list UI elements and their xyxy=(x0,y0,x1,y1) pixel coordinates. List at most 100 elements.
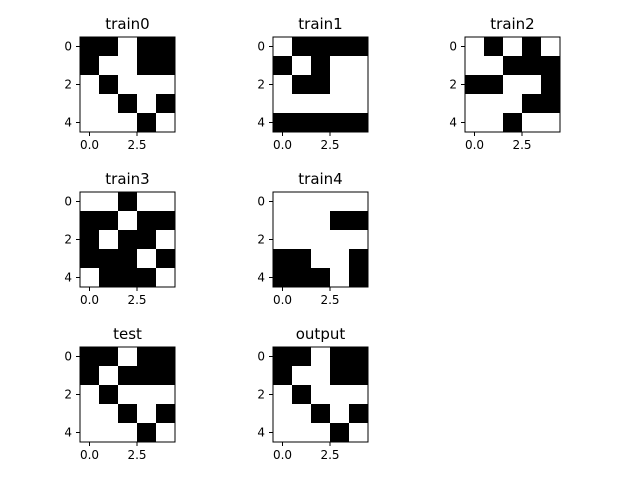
grid-cell xyxy=(137,211,156,230)
x-tick-label: 0.0 xyxy=(273,448,292,462)
y-tick-label: 2 xyxy=(257,388,265,402)
grid-cell xyxy=(156,230,175,249)
grid-cell xyxy=(80,423,99,442)
grid-cell xyxy=(349,385,368,404)
grid-cell xyxy=(156,423,175,442)
grid-cell xyxy=(522,56,541,75)
x-tick-label: 2.5 xyxy=(512,138,531,152)
grid-cell xyxy=(484,113,503,132)
grid-cell xyxy=(99,404,118,423)
grid-cell xyxy=(273,366,292,385)
grid-cell xyxy=(80,385,99,404)
grid-cell xyxy=(118,347,137,366)
grid-cell xyxy=(118,56,137,75)
grid-cell xyxy=(137,192,156,211)
subplot-test: test 0.0 2.5 0 2 4 xyxy=(64,325,176,462)
grid-cell xyxy=(99,37,118,56)
subplot-title: train4 xyxy=(298,170,342,188)
grid-cell xyxy=(99,230,118,249)
grid-cell xyxy=(156,113,175,132)
grid-cell xyxy=(349,366,368,385)
y-tick-label: 0 xyxy=(257,195,265,209)
grid-cell xyxy=(330,113,349,132)
y-tick-label: 2 xyxy=(64,233,72,247)
grid-cell xyxy=(503,75,522,94)
x-tick-label: 2.5 xyxy=(127,448,146,462)
grid-cell xyxy=(137,366,156,385)
grid-cell xyxy=(330,230,349,249)
grid-cell xyxy=(330,423,349,442)
grid-cell xyxy=(484,75,503,94)
grid-cell xyxy=(349,192,368,211)
grid-cell xyxy=(330,94,349,113)
y-tick-label: 0 xyxy=(64,40,72,54)
grid-cell xyxy=(522,113,541,132)
grid-cell xyxy=(292,366,311,385)
grid-cell xyxy=(118,37,137,56)
subplot-train1: train1 0.0 2.5 0 2 4 xyxy=(257,15,369,152)
grid-cell xyxy=(484,94,503,113)
grid-cell xyxy=(311,75,330,94)
grid-cell xyxy=(311,192,330,211)
grid-cell xyxy=(118,230,137,249)
grid-cell xyxy=(118,211,137,230)
grid-cell xyxy=(465,56,484,75)
y-tick-label: 4 xyxy=(257,426,265,440)
grid-cell xyxy=(311,230,330,249)
y-tick-label: 4 xyxy=(257,116,265,130)
grid-cell xyxy=(156,385,175,404)
grid-cell xyxy=(118,268,137,287)
grid-cell xyxy=(118,113,137,132)
grid-cell xyxy=(541,75,560,94)
grid-cell xyxy=(349,94,368,113)
x-tick-label: 0.0 xyxy=(80,293,99,307)
grid-cell xyxy=(137,37,156,56)
x-tick-label: 0.0 xyxy=(465,138,484,152)
grid-cell xyxy=(311,94,330,113)
grid-cell xyxy=(273,37,292,56)
grid-cell xyxy=(273,56,292,75)
subplot-output: output 0.0 2.5 0 2 4 xyxy=(257,325,369,462)
grid-cell xyxy=(349,404,368,423)
grid-cell xyxy=(349,230,368,249)
y-tick-label: 0 xyxy=(64,350,72,364)
grid-cell xyxy=(99,211,118,230)
grid-cell xyxy=(137,249,156,268)
grid-cell xyxy=(80,192,99,211)
grid-cell xyxy=(99,385,118,404)
grid-cell xyxy=(349,347,368,366)
grid-cell xyxy=(292,230,311,249)
grid-cell xyxy=(99,347,118,366)
grid-cell xyxy=(118,404,137,423)
grid-cell xyxy=(137,113,156,132)
grid-cell xyxy=(80,268,99,287)
grid-cell xyxy=(80,249,99,268)
grid-cell xyxy=(330,211,349,230)
grid-cell xyxy=(292,268,311,287)
grid-cell xyxy=(156,75,175,94)
subplot-title: train0 xyxy=(105,15,149,33)
grid-cell xyxy=(273,385,292,404)
y-tick-label: 0 xyxy=(449,40,457,54)
subplot-title: train1 xyxy=(298,15,342,33)
grid-cell xyxy=(522,94,541,113)
grid-cell xyxy=(80,56,99,75)
grid-cell xyxy=(156,211,175,230)
subplot-train4: train4 0.0 2.5 0 2 4 xyxy=(257,170,369,307)
grid-cell xyxy=(330,268,349,287)
grid-cell xyxy=(541,113,560,132)
grid-cell xyxy=(522,75,541,94)
grid-cell xyxy=(80,230,99,249)
grid-cell xyxy=(311,113,330,132)
grid-cell xyxy=(292,192,311,211)
grid-cell xyxy=(330,385,349,404)
grid-cell xyxy=(273,423,292,442)
grid-cell xyxy=(311,366,330,385)
grid-cell xyxy=(541,37,560,56)
grid-cell xyxy=(156,404,175,423)
y-tick-label: 4 xyxy=(64,426,72,440)
grid-cell xyxy=(118,94,137,113)
grid-cell xyxy=(80,366,99,385)
grid-cell xyxy=(156,347,175,366)
grid-cell xyxy=(137,56,156,75)
